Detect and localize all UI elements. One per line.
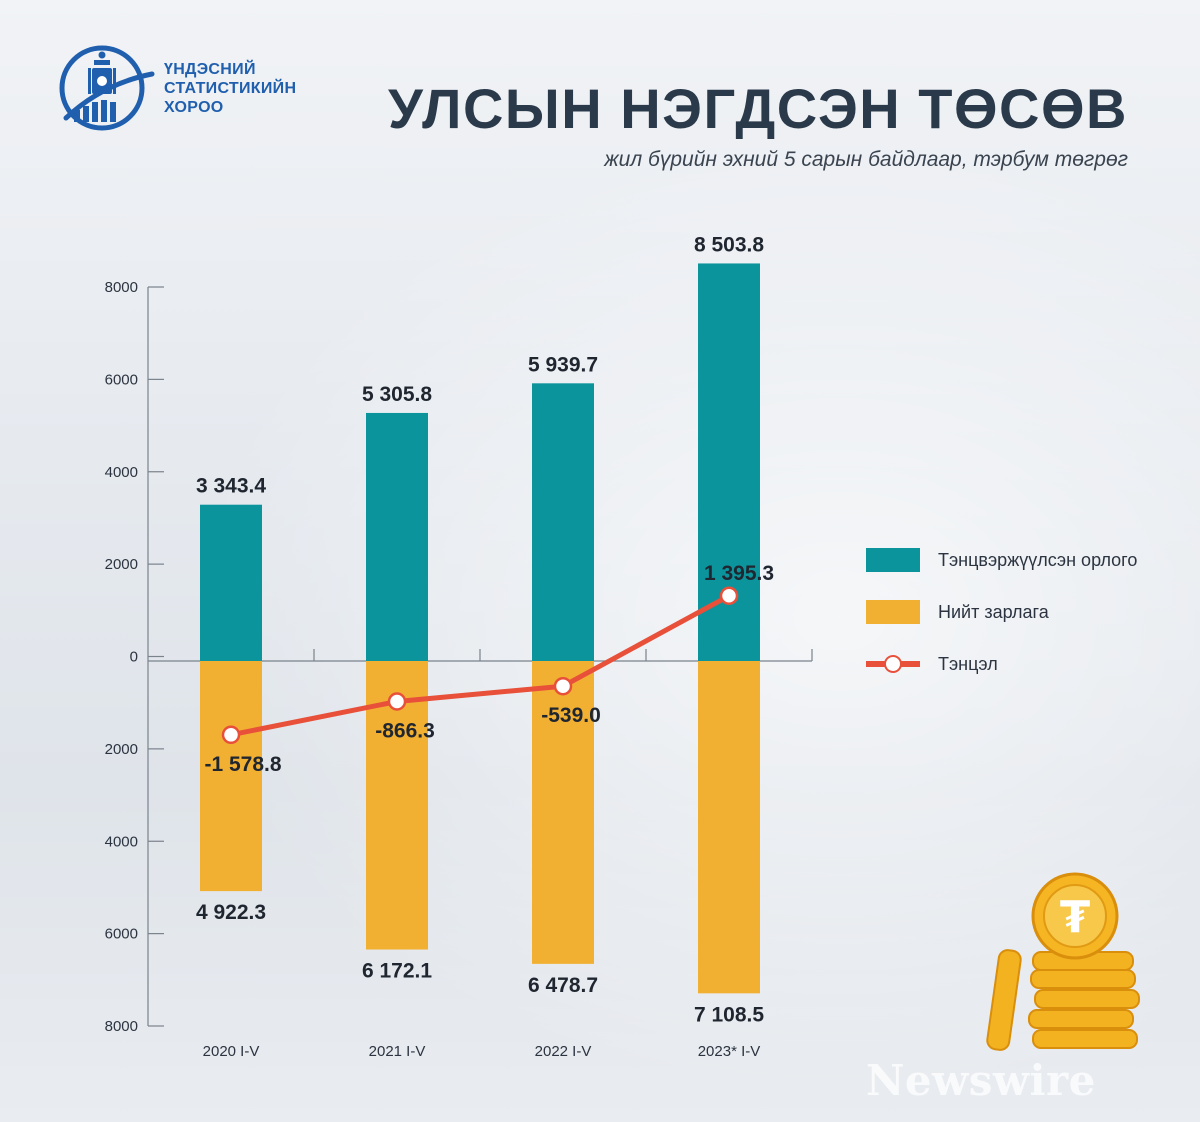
revenue-value-label: 5 939.7 — [528, 353, 598, 376]
balance-point — [719, 586, 739, 606]
newswire-watermark: Newswire — [866, 1056, 1096, 1105]
legend-label-balance: Тэнцэл — [938, 654, 998, 674]
organization-name-line-3: ХОРОО — [164, 99, 224, 116]
revenue-value-label: 8 503.8 — [694, 233, 764, 256]
x-category-label: 2020 I-V — [203, 1043, 260, 1060]
y-tick-label: 8000 — [105, 279, 138, 296]
expense-value-label: 6 172.1 — [362, 960, 432, 983]
legend-swatch-revenue — [866, 548, 920, 572]
balance-value-label: -866.3 — [375, 719, 435, 742]
y-tick-label: 6000 — [105, 926, 138, 943]
y-tick-label: 2000 — [105, 741, 138, 758]
y-tick-label: 6000 — [105, 371, 138, 388]
legend-marker-balance — [884, 655, 902, 673]
expense-bar — [532, 661, 594, 964]
revenue-value-label: 3 343.4 — [196, 475, 266, 498]
balance-value-label: 1 395.3 — [704, 562, 774, 585]
revenue-bar — [532, 383, 594, 661]
organization-name-line-1: ҮНДЭСНИЙ — [164, 61, 256, 78]
balance-point — [553, 676, 573, 696]
legend-item-balance: Тэнцэл — [866, 644, 1186, 696]
x-category-label: 2021 I-V — [369, 1043, 426, 1060]
expense-bar — [200, 661, 262, 892]
x-category-label: 2023* I-V — [698, 1043, 761, 1060]
chart-legend: Тэнцвэржүүлсэн орлого Нийт зарлага Тэнцэ… — [866, 540, 1186, 696]
y-tick-label: 0 — [130, 649, 138, 666]
expense-value-label: 6 478.7 — [528, 974, 598, 997]
legend-item-revenue: Тэнцвэржүүлсэн орлого — [866, 540, 1186, 592]
revenue-value-label: 5 305.8 — [362, 383, 432, 406]
svg-text:₮: ₮ — [1060, 892, 1091, 943]
balance-point — [387, 692, 407, 711]
legend-item-expense: Нийт зарлага — [866, 592, 1186, 644]
organization-name: ҮНДЭСНИЙ СТАТИСТИКИЙН ХОРОО — [164, 60, 344, 117]
expense-bar — [698, 661, 760, 994]
legend-swatch-expense — [866, 600, 920, 624]
page-subtitle: жил бүрийн эхний 5 сарын байдлаар, тэрбу… — [604, 148, 1128, 171]
y-tick-label: 2000 — [105, 556, 138, 573]
revenue-bar — [366, 412, 428, 661]
expense-value-label: 7 108.5 — [694, 1003, 764, 1026]
balance-point — [221, 725, 241, 745]
legend-label-revenue: Тэнцвэржүүлсэн орлого — [938, 550, 1138, 570]
expense-value-label: 4 922.3 — [196, 901, 266, 924]
page-title: УЛСЫН НЭГДСЭН ТӨСӨВ — [387, 77, 1128, 140]
legend-label-expense: Нийт зарлага — [938, 602, 1049, 622]
y-tick-label: 4000 — [105, 833, 138, 850]
balance-value-label: -1 578.8 — [204, 753, 281, 776]
organization-name-line-2: СТАТИСТИКИЙН — [164, 80, 297, 97]
coin-stack-icon: ₮ — [986, 872, 1140, 1051]
revenue-bar — [200, 504, 262, 661]
y-tick-label: 4000 — [105, 464, 138, 481]
y-tick-label: 8000 — [105, 1018, 138, 1035]
nso-logo-icon — [59, 45, 155, 131]
balance-value-label: -539.0 — [541, 704, 601, 727]
balance-line — [230, 593, 731, 738]
x-category-label: 2022 I-V — [535, 1043, 592, 1060]
